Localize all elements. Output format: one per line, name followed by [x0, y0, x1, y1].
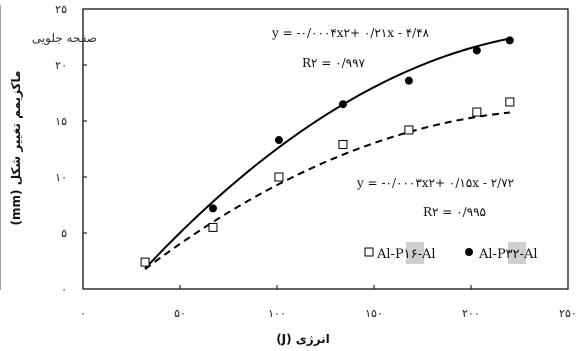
data-point-series-1: [338, 100, 347, 109]
y-tick-label: ۱۵: [55, 115, 67, 128]
series-1-equation: y = -۰/۰۰۰۴x۲+ ۰/۲۱x - ۴/۴۸: [271, 26, 430, 40]
legend-highlight-2: [508, 242, 526, 264]
legend-marker-open-square: [364, 247, 374, 257]
series-2-equation: y = -۰/۰۰۰۳x۲+ ۰/۱۵x - ۲/۷۲: [356, 176, 514, 190]
plot-area: [82, 8, 569, 290]
data-point-series-2: [274, 172, 284, 182]
legend-label-series-1: Al-P۳۲-Al: [478, 247, 538, 262]
panel-label: صفحه جلویی: [32, 31, 97, 46]
fit-curve-series-2: [144, 111, 510, 270]
legend-marker-filled-circle: [465, 248, 473, 256]
data-point-series-1: [208, 204, 217, 213]
fit-curves: [144, 37, 510, 270]
y-tick-label: ۲۵: [55, 3, 67, 16]
x-tick-label: ۱۵۰: [365, 307, 383, 320]
x-tick-label: ۱۰۰: [268, 307, 286, 320]
legend-highlight-1: [406, 242, 424, 264]
y-axis-title: ماکزیمم تغییر شکل (mm): [9, 71, 23, 226]
data-point-series-2: [140, 257, 150, 267]
y-tick-label: ۵: [61, 227, 67, 240]
fit-curve-series-1: [144, 37, 510, 270]
x-axis-title: انرژی (J): [276, 332, 330, 346]
data-point-series-2: [338, 140, 348, 150]
y-tick-label: ۰: [61, 283, 67, 296]
data-point-series-2: [404, 125, 414, 135]
y-tick-label: ۲۰: [55, 59, 67, 72]
data-point-series-2: [208, 222, 218, 232]
data-points: [140, 36, 515, 267]
y-tick-label: ۱۰: [55, 171, 67, 184]
x-tick-label: ۲۰۰: [462, 307, 480, 320]
x-tick-label: ۰: [80, 307, 86, 320]
data-point-series-2: [472, 107, 482, 117]
series-2-r2: R۲ = ۰/۹۹۵: [423, 205, 486, 219]
data-point-series-1: [404, 76, 413, 85]
axis-ticks: ۰ ۵۰ ۱۰۰ ۱۵۰ ۲۰۰ ۲۵۰ ۰ ۵ ۱۰ ۱۵ ۲۰ ۲۵: [55, 3, 577, 320]
data-point-series-1: [274, 136, 283, 145]
x-tick-label: ۲۵۰: [559, 307, 577, 320]
plot-frame: [82, 8, 569, 290]
x-tick-label: ۵۰: [174, 307, 186, 320]
legend: Al-P۱۶-Al Al-P۳۲-Al: [364, 242, 538, 264]
series-1-r2: R۲ = ۰/۹۹۷: [302, 56, 366, 70]
legend-label-series-2: Al-P۱۶-Al: [376, 247, 436, 262]
data-point-series-1: [472, 46, 481, 55]
data-point-series-1: [505, 36, 514, 45]
data-point-series-2: [505, 97, 515, 107]
